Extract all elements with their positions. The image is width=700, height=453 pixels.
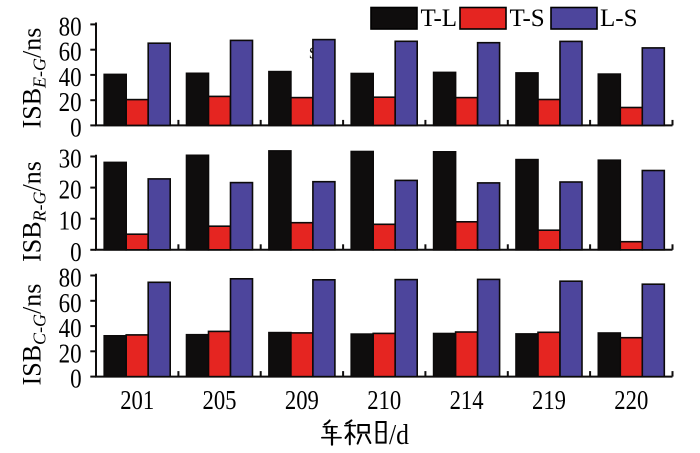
svg-text:80: 80 bbox=[59, 11, 82, 41]
svg-text:T-L: T-L bbox=[421, 5, 458, 32]
svg-text:ISBC-G/ns: ISBC-G/ns bbox=[18, 284, 50, 386]
svg-text:/d: /d bbox=[389, 420, 409, 448]
svg-text:80: 80 bbox=[59, 263, 82, 293]
svg-text:210: 210 bbox=[367, 385, 401, 415]
svg-text:220: 220 bbox=[614, 385, 648, 415]
svg-text:30: 30 bbox=[59, 144, 82, 174]
svg-text:0: 0 bbox=[70, 112, 82, 142]
svg-text:205: 205 bbox=[203, 385, 237, 415]
svg-text:60: 60 bbox=[59, 37, 82, 67]
svg-text:209: 209 bbox=[285, 385, 319, 415]
svg-text:ISBE-G/ns: ISBE-G/ns bbox=[18, 28, 50, 129]
svg-text:T-S: T-S bbox=[510, 5, 545, 32]
svg-text:0: 0 bbox=[70, 237, 82, 267]
svg-text:201: 201 bbox=[120, 385, 154, 415]
svg-text:40: 40 bbox=[59, 62, 82, 92]
svg-text:20: 20 bbox=[59, 338, 82, 368]
svg-text:L-S: L-S bbox=[600, 5, 638, 32]
svg-text:10: 10 bbox=[59, 206, 82, 236]
svg-text:60: 60 bbox=[59, 288, 82, 318]
svg-text:40: 40 bbox=[59, 313, 82, 343]
svg-text:214: 214 bbox=[450, 385, 484, 415]
svg-text:20: 20 bbox=[59, 175, 82, 205]
svg-text:219: 219 bbox=[532, 385, 566, 415]
svg-text:20: 20 bbox=[59, 87, 82, 117]
svg-text:0: 0 bbox=[70, 364, 82, 394]
